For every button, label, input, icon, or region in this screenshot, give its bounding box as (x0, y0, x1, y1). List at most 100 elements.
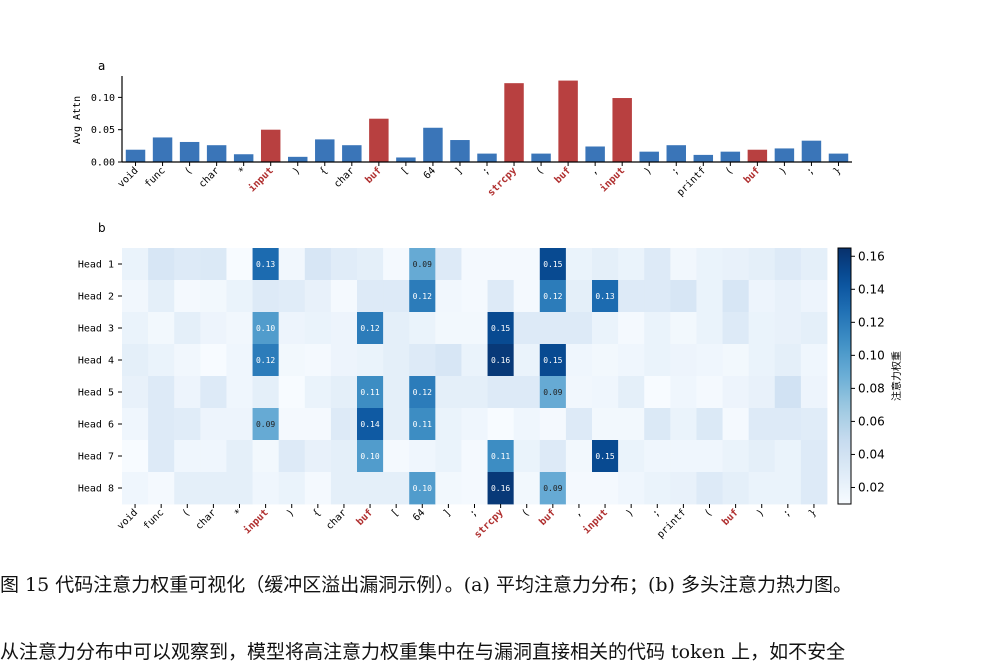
heat-cell-3-15 (513, 344, 541, 377)
heat-cell-2-18 (592, 312, 619, 345)
heat-cell-7-22 (696, 472, 723, 505)
col-label-1: func (141, 507, 166, 532)
heat-cell-2-15 (513, 312, 541, 345)
cell-annotation-3: 0.12 (413, 292, 432, 301)
heat-cell-0-0 (122, 248, 149, 281)
heat-cell-0-2 (174, 248, 201, 281)
col-label-7: { (311, 507, 323, 519)
heat-cell-1-7 (304, 280, 332, 313)
heat-cell-1-21 (670, 280, 697, 313)
col-label-0: void (115, 507, 140, 532)
bar-13 (477, 153, 497, 162)
heat-cell-1-8 (330, 280, 358, 313)
heat-cell-7-8 (330, 472, 358, 505)
x-tick-label-18: input (598, 165, 628, 195)
heat-cell-7-12 (435, 472, 462, 505)
heat-cell-4-23 (722, 376, 750, 409)
y-axis-label: Avg Attn (72, 96, 83, 144)
heat-cell-6-4 (226, 440, 253, 473)
cell-annotation-4: 0.12 (543, 292, 562, 301)
heat-cell-2-25 (774, 312, 802, 345)
heat-cell-0-21 (670, 248, 697, 281)
heat-cell-2-13 (461, 312, 488, 345)
x-tick-label-10: [ (399, 165, 411, 177)
col-label-24: ) (755, 507, 767, 519)
bar-15 (531, 153, 551, 162)
heat-cell-3-10 (383, 344, 410, 377)
heat-cell-3-26 (800, 344, 828, 377)
heat-cell-0-11 (409, 248, 436, 281)
heat-cell-5-8 (330, 408, 358, 441)
x-tick-label-3: char (197, 165, 222, 190)
heat-cell-5-1 (148, 408, 175, 441)
bar-23 (747, 149, 768, 162)
heat-cell-0-1 (148, 248, 175, 281)
row-label-5: Head 6 (78, 420, 114, 431)
heat-cell-6-13 (461, 440, 488, 473)
heat-cell-3-1 (148, 344, 175, 377)
heat-cell-7-0 (122, 472, 149, 505)
heat-cell-2-17 (565, 312, 593, 345)
cell-annotation-10: 0.16 (491, 356, 510, 365)
heat-cell-6-17 (565, 440, 593, 473)
figure-caption: 图 15 代码注意力权重可视化（缓冲区溢出漏洞示例）。(a) 平均注意力分布；(… (0, 574, 852, 596)
heat-cell-4-16 (539, 376, 567, 409)
heat-cell-4-17 (565, 376, 593, 409)
heat-cell-2-26 (800, 312, 828, 345)
x-tick-label-2: ( (183, 165, 195, 177)
heat-cell-3-13 (461, 344, 488, 377)
bar-8 (342, 145, 362, 162)
heat-cell-4-21 (670, 376, 697, 409)
heat-cell-0-5 (252, 248, 280, 281)
heat-cell-1-1 (148, 280, 175, 313)
cell-annotation-0: 0.13 (256, 260, 275, 269)
colorbar-gradient (837, 247, 852, 505)
heat-cell-6-22 (696, 440, 723, 473)
cell-annotation-6: 0.10 (256, 324, 275, 333)
heat-cell-6-20 (644, 440, 671, 473)
heat-cell-4-11 (409, 376, 436, 409)
heat-cell-3-0 (122, 344, 149, 377)
heat-cell-0-7 (304, 248, 332, 281)
cell-annotation-23: 0.09 (543, 484, 562, 493)
row-label-3: Head 4 (78, 356, 114, 367)
heat-cell-1-25 (774, 280, 802, 313)
heat-cell-4-14 (487, 376, 515, 409)
panel-a-label: a (98, 59, 105, 73)
heat-cell-3-17 (565, 344, 593, 377)
heat-cell-7-11 (409, 472, 436, 505)
heat-cell-3-5 (252, 344, 280, 377)
colorbar-tick-label-0: 0.02 (858, 480, 885, 494)
cell-annotation-1: 0.09 (413, 260, 432, 269)
heat-cell-0-26 (800, 248, 828, 281)
colorbar-tick-label-3: 0.08 (858, 381, 885, 395)
heat-cell-0-23 (722, 248, 750, 281)
col-label-3: char (194, 507, 219, 532)
heat-cell-2-23 (722, 312, 750, 345)
colorbar: 0.02 0.04 0.06 0.08 0.10 0.12 0.14 0.16 注意力权重 (837, 247, 903, 505)
heat-cell-7-15 (513, 472, 541, 505)
heat-cell-6-21 (670, 440, 697, 473)
heat-cell-2-12 (435, 312, 462, 345)
heat-cell-1-18 (592, 280, 619, 313)
heat-cell-2-9 (357, 312, 384, 345)
heat-cell-4-5 (252, 376, 280, 409)
heat-cell-4-20 (644, 376, 671, 409)
heat-cell-2-5 (252, 312, 280, 345)
heat-cell-2-21 (670, 312, 697, 345)
bar-6 (288, 156, 308, 162)
x-tick-label-21: printf (675, 165, 708, 198)
cell-annotation-22: 0.16 (491, 484, 510, 493)
bar-14 (504, 83, 524, 162)
heat-cell-7-23 (722, 472, 750, 505)
x-tick-label-25: ; (805, 165, 817, 177)
x-tick-label-11: 64 (422, 165, 438, 181)
heat-cell-1-16 (539, 280, 567, 313)
heat-cell-6-12 (435, 440, 462, 473)
heat-cell-2-6 (278, 312, 306, 345)
heat-cell-0-9 (357, 248, 384, 281)
heat-cell-7-26 (800, 472, 828, 505)
heat-cell-4-1 (148, 376, 175, 409)
